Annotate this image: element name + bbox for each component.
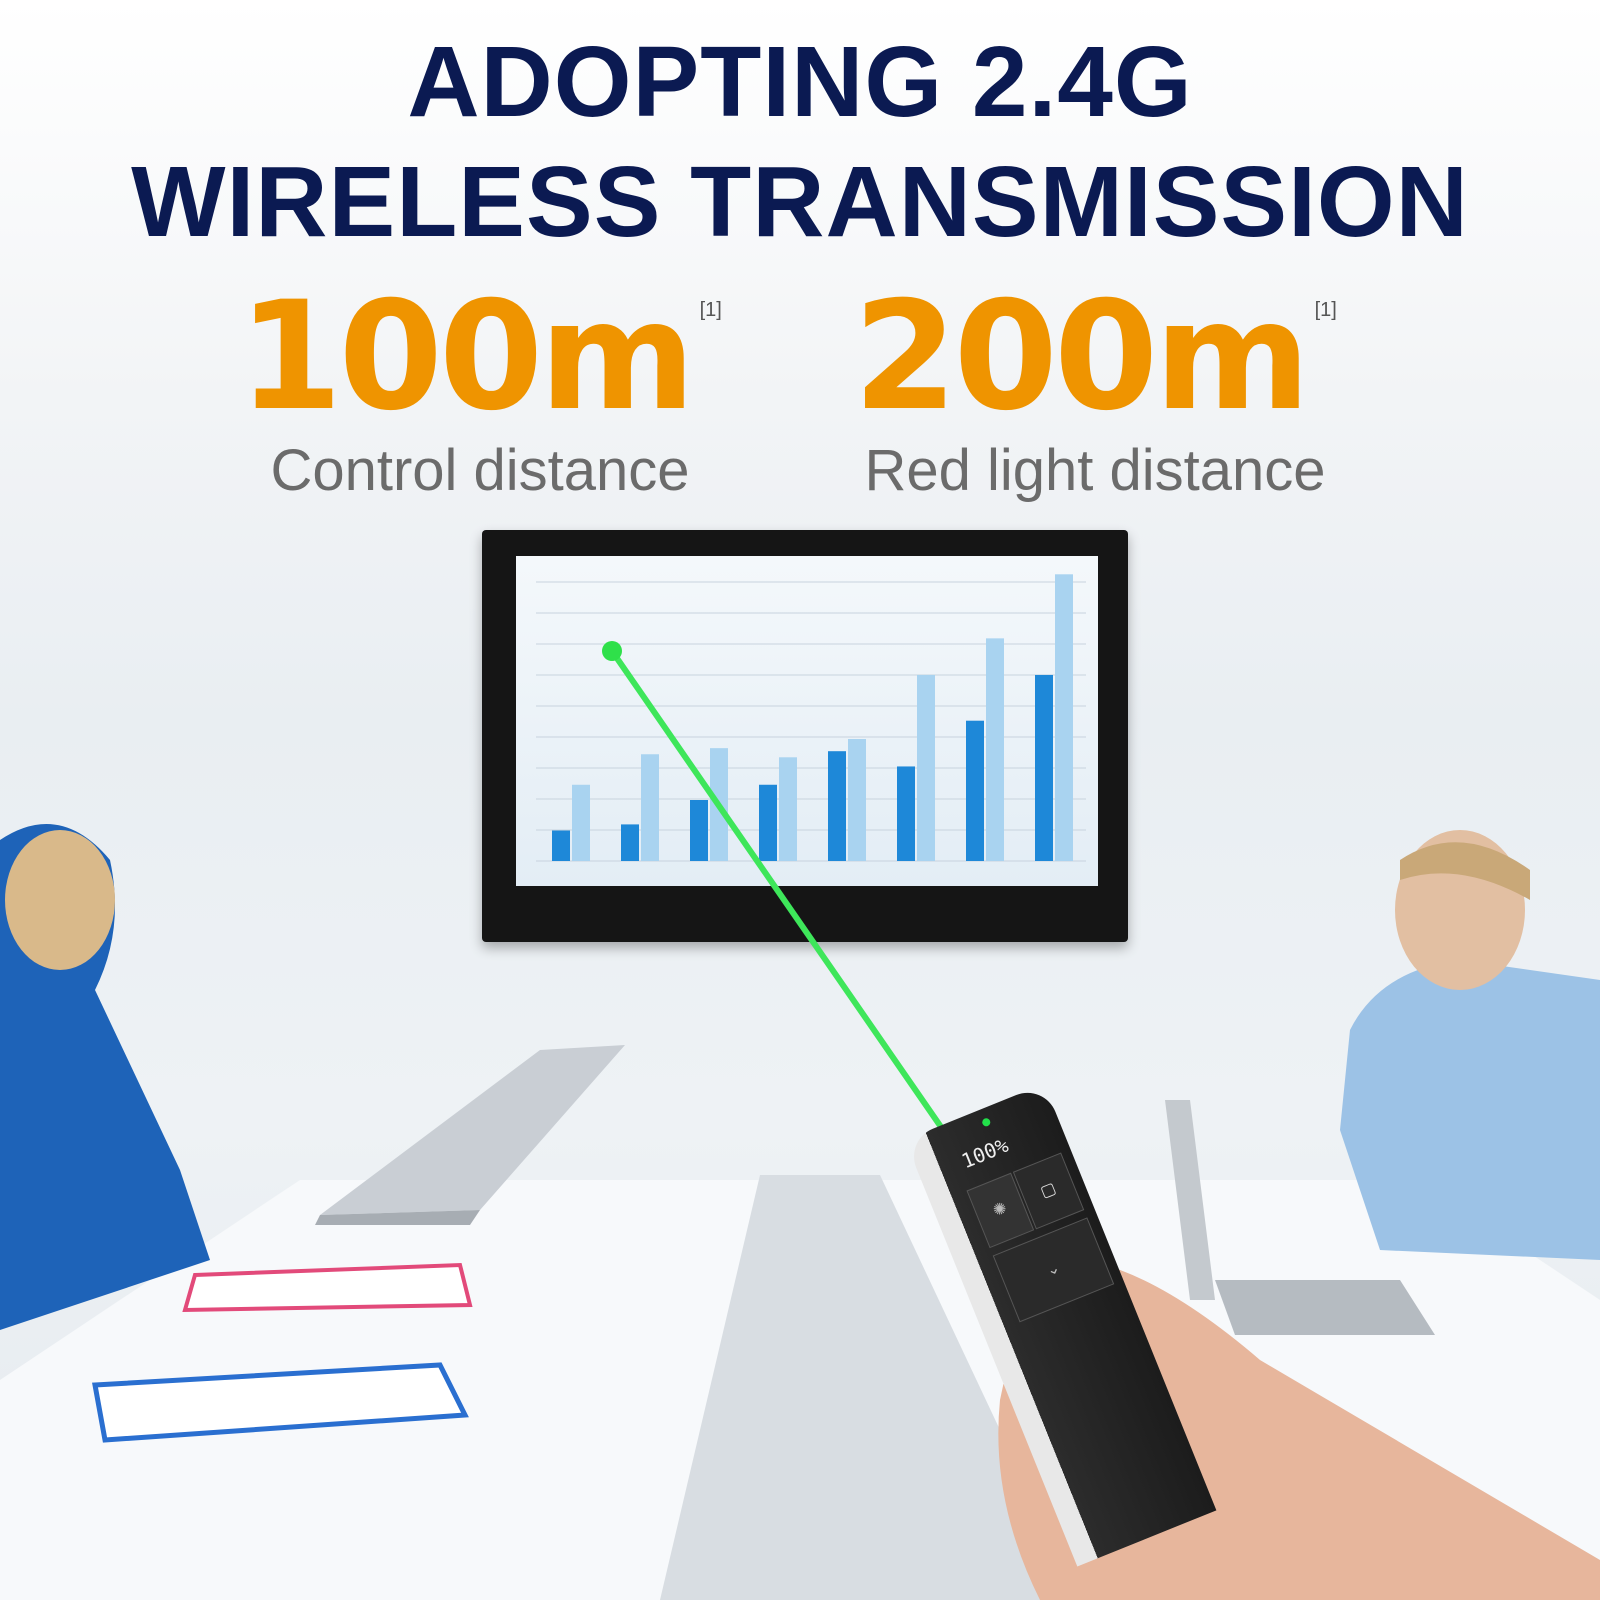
stat-footnote: [1]	[1314, 299, 1337, 321]
screen-bar-dark	[897, 766, 915, 861]
screen-bar-light	[572, 784, 590, 861]
laptop-left	[320, 1045, 625, 1215]
stat-control-distance: 100m [1] Control distance	[200, 282, 760, 500]
stat-footnote: [1]	[699, 299, 722, 321]
device-display: 100%	[957, 1132, 1012, 1174]
headline-line-2: WIRELESS TRANSMISSION	[131, 146, 1469, 258]
stat-label: Control distance	[270, 438, 690, 503]
square-icon: ▢	[1038, 1179, 1059, 1202]
stat-value: 100m	[238, 270, 695, 444]
screen-bar-dark	[828, 751, 846, 861]
laptop-right-base	[1215, 1280, 1435, 1335]
person-man	[1340, 960, 1600, 1260]
clipboard-pink	[182, 1262, 473, 1313]
screen-bar-light	[779, 757, 797, 861]
screen-bar-light	[986, 638, 1004, 861]
laser-icon: ✺	[990, 1199, 1010, 1221]
screen-bar-light	[917, 674, 935, 861]
screen-bar-dark	[552, 830, 570, 861]
screen-bar-dark	[966, 720, 984, 861]
chevron-icon: ⌄	[1043, 1258, 1063, 1280]
screen-bar-dark	[690, 800, 708, 861]
table-center-strip	[660, 1175, 1080, 1600]
stat-value-row: 100m [1]	[200, 282, 760, 432]
stat-value-row: 200m [1]	[800, 282, 1390, 432]
wall-tv	[482, 530, 1128, 942]
screen-bar-light	[1055, 574, 1073, 861]
screen-bar-light	[641, 754, 659, 861]
clipboard-blue	[92, 1362, 469, 1443]
headline-line-1: ADOPTING 2.4G	[407, 26, 1193, 138]
screen-bar-dark	[1035, 674, 1053, 861]
person-woman-head	[5, 830, 115, 970]
laser-dot	[602, 641, 622, 661]
tv-screen	[516, 556, 1098, 886]
laser-beam	[609, 648, 953, 1143]
screen-bar-dark	[759, 784, 777, 861]
stat-red-light-distance: 200m [1] Red light distance	[800, 282, 1390, 500]
screen-bar-dark	[621, 824, 639, 861]
screen-bar-chart	[536, 574, 1086, 862]
person-man-hair	[1400, 842, 1530, 900]
screen-bar-light	[848, 739, 866, 861]
laptop-left-base	[315, 1210, 480, 1225]
stat-value: 200m	[853, 270, 1310, 444]
laptop-right	[1165, 1100, 1215, 1300]
indicator-light	[981, 1117, 992, 1128]
stat-label: Red light distance	[864, 438, 1326, 503]
